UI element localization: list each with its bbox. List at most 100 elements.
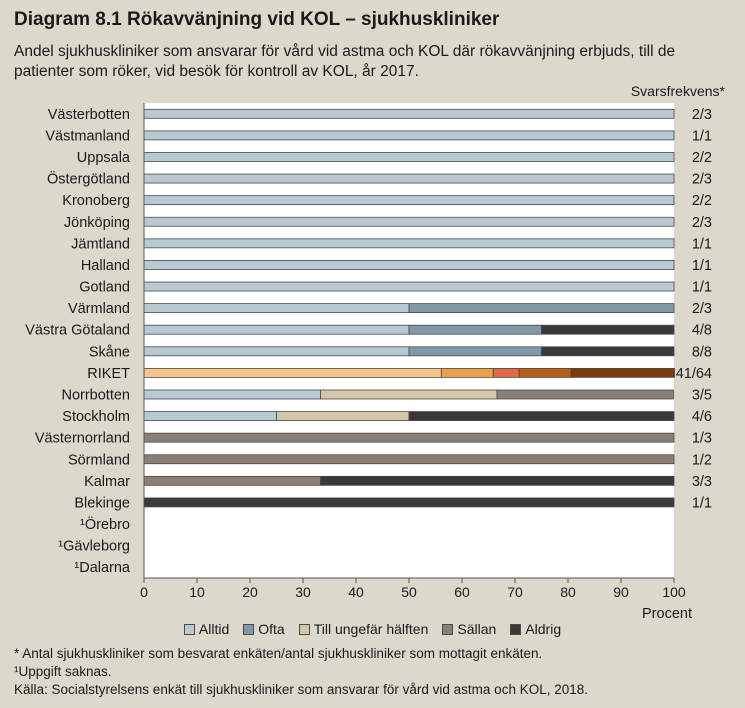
bar-segment: [143, 195, 675, 206]
bar-segment: [320, 475, 675, 486]
bar-segment: [143, 281, 675, 292]
x-tick-label: 100: [662, 584, 686, 600]
bar-segment: [143, 497, 675, 508]
bar-segment: [143, 173, 675, 184]
category-label: Jönköping: [64, 215, 130, 231]
bar-segment: [143, 260, 675, 270]
legend-label: Till ungefär hälften: [313, 621, 429, 637]
bar-segment: [276, 411, 410, 421]
category-label: Kalmar: [84, 474, 130, 490]
response-rate-label: 1/1: [692, 280, 712, 296]
bar-segment: [143, 238, 675, 249]
bar-segment: [408, 324, 542, 335]
category-label: ¹Örebro: [80, 515, 130, 533]
chart-subtitle: Andel sjukhuskliniker som ansvarar för v…: [14, 43, 676, 80]
bar-segment: [143, 411, 277, 421]
x-tick-label: 30: [295, 584, 311, 600]
legend-item: Alltid: [183, 621, 230, 637]
bar-segment: [518, 367, 572, 378]
bar-segment: [143, 303, 410, 314]
chart-title: Diagram 8.1 Rökavvänjning vid KOL – sjuk…: [14, 9, 500, 30]
response-rate-label: 1/2: [692, 452, 712, 468]
category-label: Västra Götaland: [25, 323, 130, 339]
legend: Alltid Ofta Till ungefär hälften Sällan Aldr…: [0, 621, 745, 637]
category-label: Skåne: [89, 344, 130, 360]
legend-swatch: [298, 623, 310, 635]
x-tick-label: 0: [140, 584, 148, 600]
legend-label: Ofta: [258, 621, 285, 637]
bar-segment: [408, 411, 675, 421]
legend-item: Aldrig: [510, 621, 561, 637]
bar-segment: [143, 454, 675, 465]
bar-segment: [320, 389, 498, 400]
x-tick-label: 70: [507, 584, 523, 600]
legend-item: Ofta: [243, 621, 285, 637]
bar-segment: [143, 130, 675, 141]
response-rate-label: 1/3: [692, 431, 712, 447]
x-tick-label: 40: [348, 584, 364, 600]
category-label: Värmland: [68, 301, 130, 317]
bar-segment: [143, 108, 675, 119]
footnotes: * Antal sjukhuskliniker som besvarat enk…: [14, 645, 739, 699]
legend-label: Aldrig: [525, 621, 562, 637]
bars: [143, 108, 675, 508]
category-label: ¹Gävleborg: [58, 539, 130, 555]
response-rate-label: 2/2: [692, 150, 712, 166]
bar-segment: [143, 367, 442, 378]
x-tick-label: 20: [242, 584, 258, 600]
category-label: Västernorrland: [35, 431, 130, 447]
bar-segment: [143, 324, 410, 335]
category-label: RIKET: [87, 366, 130, 382]
category-label: Västmanland: [45, 128, 130, 144]
bar-segment: [440, 367, 494, 378]
x-tick-label: 60: [454, 584, 470, 600]
bar-segment: [143, 475, 321, 486]
x-tick-label: 10: [189, 584, 205, 600]
bar-segment: [496, 389, 674, 400]
response-rate-label: 1/1: [692, 236, 712, 252]
x-tick-label: 80: [560, 584, 576, 600]
category-label: Blekinge: [74, 495, 130, 511]
category-label: Gotland: [79, 280, 130, 296]
response-rate-label: 1/1: [692, 258, 712, 274]
bar-segment: [143, 346, 410, 357]
category-label: Norrbotten: [61, 387, 130, 403]
stacked-bar-chart: Västerbotten Västmanland Uppsala Östergötla…: [25, 83, 726, 620]
x-axis-label: Procent: [642, 606, 692, 620]
response-rate-label: 2/3: [692, 215, 712, 231]
category-label: Sörmland: [68, 452, 130, 468]
response-rate-header: Svarsfrekvens*: [631, 83, 726, 99]
legend-swatch: [510, 623, 522, 635]
category-label: ¹Dalarna: [74, 560, 131, 576]
bar-segment: [143, 216, 675, 227]
bar-segment: [408, 346, 542, 357]
bar-segment: [408, 303, 675, 314]
x-axis: 0 10 20 30 40 50 60 70 80 90 100 Procent: [140, 103, 692, 620]
response-rate-label: 2/3: [692, 301, 712, 317]
legend-item: Sällan: [442, 621, 496, 637]
response-rate-label: 4/8: [692, 323, 712, 339]
category-label: Jämtland: [71, 236, 130, 252]
category-label: Halland: [81, 258, 130, 274]
response-rate-label: 1/1: [692, 128, 712, 144]
legend-label: Alltid: [198, 621, 230, 637]
category-labels: Västerbotten Västmanland Uppsala Östergötla…: [25, 107, 131, 576]
legend-swatch: [442, 623, 454, 635]
response-rate-label: 41/64: [676, 366, 712, 382]
response-rate-label: 1/1: [692, 495, 712, 511]
legend-item: Till ungefär hälften: [298, 621, 429, 637]
legend-swatch: [183, 623, 195, 635]
response-rate-label: 4/6: [692, 409, 712, 425]
category-label: Uppsala: [77, 150, 131, 166]
response-rate-label: 8/8: [692, 344, 712, 360]
response-rate-label: 2/2: [692, 193, 712, 209]
category-label: Östergötland: [47, 170, 130, 188]
footnote-response-rate: * Antal sjukhuskliniker som besvarat enk…: [14, 646, 543, 661]
response-rate-label: 2/3: [692, 107, 712, 123]
bar-segment: [143, 389, 321, 400]
bar-segment: [541, 324, 675, 335]
footnote-missing-data: ¹Uppgift saknas.: [14, 664, 112, 679]
legend-swatch: [243, 623, 255, 635]
bar-segment: [541, 346, 675, 357]
category-label: Kronoberg: [62, 193, 130, 209]
